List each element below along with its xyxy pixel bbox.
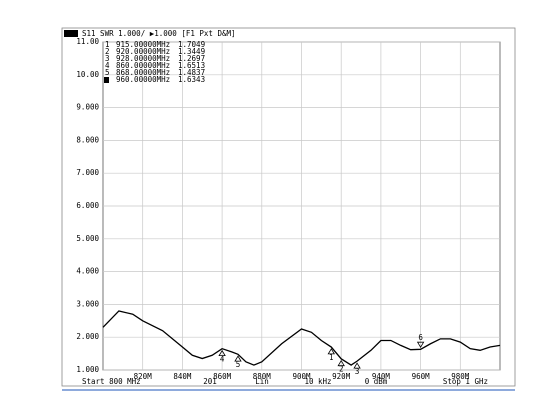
marker-label: 2	[339, 365, 344, 374]
y-tick-label: 3.000	[76, 299, 99, 308]
marker-label: 4	[220, 355, 225, 364]
x-tick-label: 920M	[332, 372, 351, 381]
frame	[61, 27, 516, 387]
y-tick-label: 4.000	[76, 267, 99, 276]
marker-symbol	[234, 355, 242, 362]
channel-badge	[64, 30, 78, 37]
marker-value: 1.7049	[178, 40, 205, 49]
marker-symbol	[218, 349, 226, 357]
marker-value: 1.6343	[178, 75, 205, 84]
marker-symbol	[327, 348, 335, 355]
marker-value: 1.2697	[178, 54, 205, 63]
y-tick-label: 11.00	[76, 37, 99, 46]
marker-value: 1.6513	[178, 61, 205, 70]
marker-id: 5	[105, 68, 110, 77]
marker-symbol	[337, 359, 345, 367]
marker-id: 3	[105, 54, 110, 63]
marker-frequency: 920.00000MHz	[116, 47, 170, 56]
y-tick-label: 5.000	[76, 234, 99, 243]
x-tick-label: 880M	[253, 372, 272, 381]
y-tick-label: 6.000	[76, 201, 99, 210]
marker-symbol	[353, 362, 361, 369]
footer-item: 201	[203, 377, 217, 386]
marker-id: 4	[105, 61, 110, 70]
marker-frequency: 860.00000MHz	[116, 61, 170, 70]
x-tick-label: 980M	[451, 372, 470, 381]
y-tick-label: 8.000	[76, 135, 99, 144]
x-tick-label: 960M	[412, 372, 431, 381]
x-tick-label: 840M	[173, 372, 192, 381]
marker-frequency: 915.00000MHz	[116, 40, 170, 49]
x-tick-label: 820M	[134, 372, 153, 381]
y-tick-label: 10.00	[76, 70, 99, 79]
y-tick-label: 1.000	[76, 365, 99, 374]
trace	[102, 310, 501, 366]
footer-item: Stop 1 GHz	[443, 377, 488, 386]
marker-label: 3	[355, 367, 360, 376]
footer-item: Start 800 MHz	[82, 377, 141, 386]
marker-frequency: 868.00000MHz	[116, 68, 170, 77]
marker-value: 1.3449	[178, 47, 205, 56]
marker-label: 5	[236, 360, 241, 369]
x-tick-label: 900M	[292, 372, 311, 381]
marker-frequency: 928.00000MHz	[116, 54, 170, 63]
marker-value: 1.4837	[178, 68, 205, 77]
marker-symbol	[416, 341, 425, 348]
footer-item: Lin	[255, 377, 269, 386]
x-tick-label: 940M	[372, 372, 391, 381]
active-marker-box	[104, 77, 109, 83]
footer-item: 10 kHz	[304, 377, 331, 386]
marker-id: 2	[105, 47, 110, 56]
marker-id: 1	[105, 40, 110, 49]
y-tick-label: 9.000	[76, 103, 99, 112]
y-tick-label: 2.000	[76, 332, 99, 341]
header: S11 SWR 1.000/ ▶1.000 [F1 Pxt D&M]	[82, 29, 236, 38]
marker-label: 6	[418, 333, 423, 342]
x-tick-label: 860M	[213, 372, 232, 381]
marker-label: 1	[329, 353, 334, 362]
footer-item: 0 dBm	[365, 377, 388, 386]
marker-frequency: 960.00000MHz	[116, 75, 170, 84]
y-tick-label: 7.000	[76, 168, 99, 177]
